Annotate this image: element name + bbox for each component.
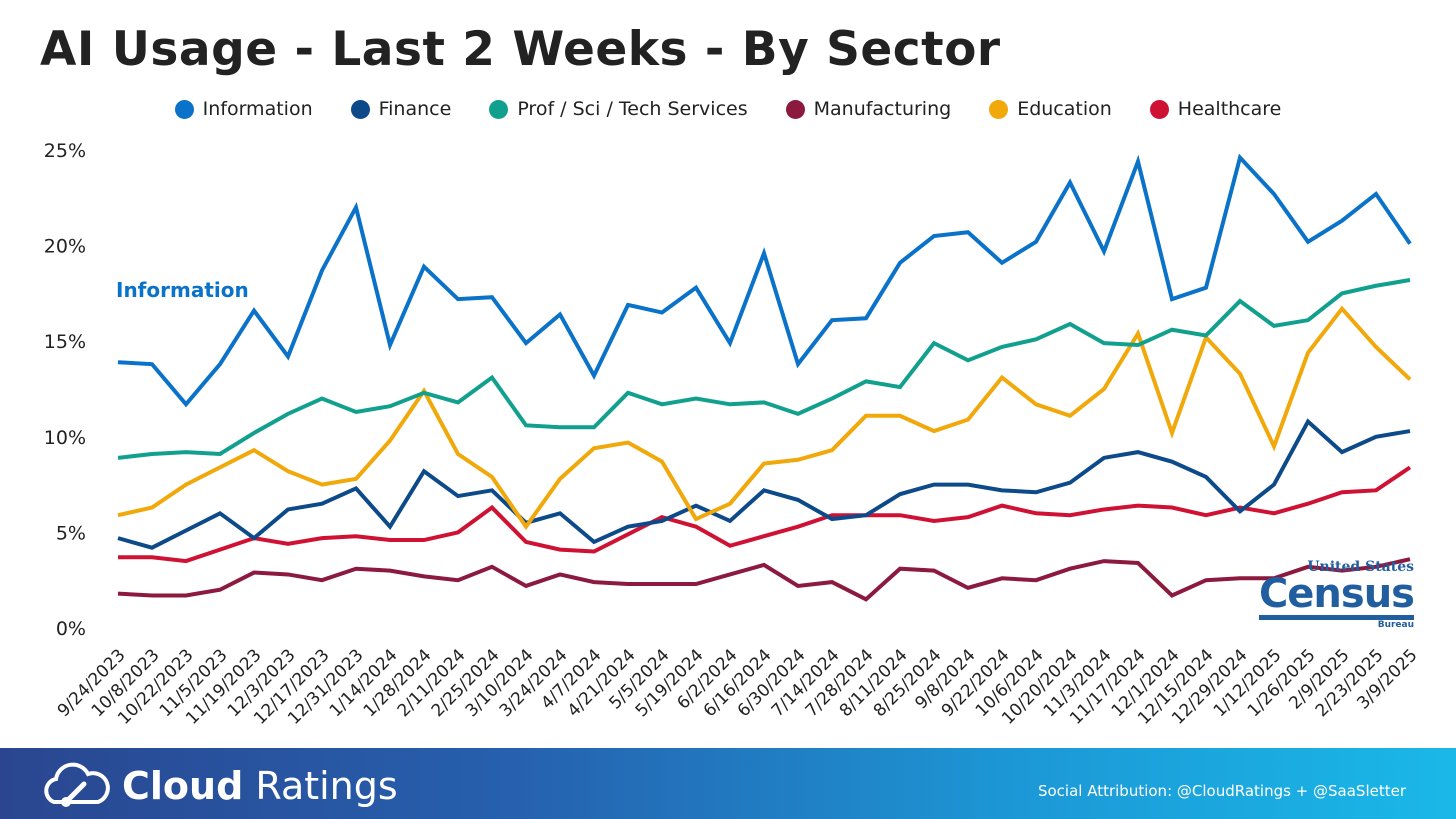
brand-light: Ratings: [255, 764, 398, 808]
social-attribution: Social Attribution: @CloudRatings + @Saa…: [1037, 782, 1406, 800]
cloud-ratings-logo: Cloud Ratings: [40, 762, 398, 810]
legend-swatch: [1149, 99, 1169, 119]
legend-label: Information: [202, 98, 313, 120]
cloud-gauge-icon: [44, 762, 110, 807]
y-tick-label: 25%: [44, 140, 86, 162]
footer-banner: Cloud Ratings Social Attribution: @Cloud…: [0, 748, 1456, 819]
y-tick-label: 15%: [44, 331, 86, 353]
legend-item: Manufacturing: [785, 98, 952, 120]
legend-item: Healthcare: [1149, 98, 1282, 120]
legend-swatch: [174, 99, 194, 119]
legend: Information Finance Prof / Sci / Tech Serv…: [0, 98, 1456, 120]
line-chart: 0%5%10%15%20%25%9/24/202310/8/202310/22/…: [44, 140, 1422, 729]
census-bureau-logo: United States Census Bureau: [1258, 559, 1415, 630]
census-logo-bottom: Bureau: [1258, 615, 1414, 630]
legend-item: Information: [174, 98, 313, 120]
legend-label: Healthcare: [1177, 98, 1282, 120]
y-tick-label: 0%: [56, 618, 86, 640]
y-tick-label: 20%: [44, 236, 86, 258]
y-tick-label: 5%: [56, 522, 86, 544]
series-line-prof-sci-tech-services: [117, 278, 1411, 460]
series-annotation: Information: [116, 278, 249, 302]
legend-swatch: [350, 99, 370, 119]
brand-bold: Cloud: [122, 764, 244, 808]
legend-label: Education: [1017, 98, 1112, 120]
legend-swatch: [489, 99, 509, 119]
legend-item: Finance: [350, 98, 452, 120]
y-tick-label: 10%: [44, 427, 86, 449]
legend-swatch: [989, 99, 1009, 119]
series-line-information: [117, 153, 1412, 408]
legend-label: Manufacturing: [813, 98, 952, 120]
series-line-manufacturing: [117, 557, 1411, 602]
legend-swatch: [785, 99, 805, 119]
legend-item: Prof / Sci / Tech Services: [489, 98, 748, 120]
series-line-healthcare: [118, 465, 1412, 564]
census-logo-top: United States: [1307, 559, 1414, 575]
legend-label: Finance: [378, 98, 452, 120]
chart-title: AI Usage - Last 2 Weeks - By Sector: [40, 22, 1001, 77]
legend-item: Education: [989, 98, 1112, 120]
series-line-finance: [117, 418, 1411, 550]
series-line-education: [117, 305, 1412, 531]
census-logo-main: Census: [1258, 571, 1415, 617]
legend-label: Prof / Sci / Tech Services: [517, 98, 748, 120]
